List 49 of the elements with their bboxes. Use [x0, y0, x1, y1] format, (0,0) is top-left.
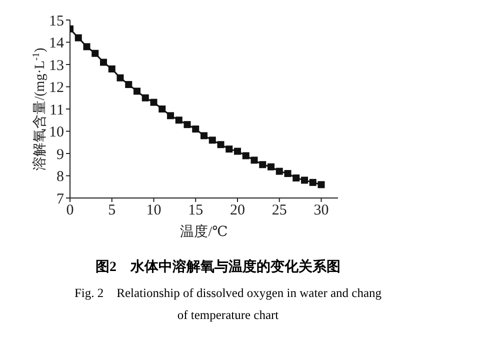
- point: [217, 141, 224, 148]
- y-tick-label: 13: [49, 58, 64, 74]
- point: [83, 43, 90, 50]
- point: [309, 178, 316, 186]
- point: [250, 156, 258, 164]
- point: [234, 148, 241, 155]
- point: [276, 168, 283, 175]
- text: 图2 水体中溶解氧与温度的变化关系图: [94, 258, 342, 276]
- point: [116, 74, 124, 82]
- point: [125, 81, 132, 88]
- y-tick-label: 14: [49, 36, 64, 52]
- x-tick-label: 30: [314, 202, 329, 219]
- point: [158, 106, 166, 112]
- y-tick-label: 12: [49, 80, 64, 96]
- point: [92, 50, 99, 57]
- y-tick-label: 10: [49, 124, 64, 141]
- x-tick-label: 15: [188, 202, 204, 219]
- point: [284, 170, 292, 178]
- point: [200, 132, 208, 140]
- x-tick-label: 5: [108, 202, 116, 219]
- point: [100, 58, 107, 66]
- y-tick-label: 15: [49, 13, 64, 30]
- text: Fig. 2 Relationship of dissolved oxygen in water and chang of temperature chart: [73, 285, 383, 324]
- x-tick-label: 20: [230, 202, 245, 219]
- point: [108, 65, 116, 72]
- x-tick-label: 10: [146, 202, 162, 219]
- point: [226, 146, 233, 153]
- point: [292, 174, 300, 182]
- point: [184, 121, 191, 128]
- x-tick-label: 25: [272, 202, 287, 219]
- point: [192, 126, 200, 133]
- point: [268, 163, 274, 170]
- point: [301, 176, 308, 184]
- point: [242, 152, 250, 160]
- point: [259, 161, 266, 168]
- x-axis-title: 温度/℃: [180, 224, 228, 240]
- point: [318, 181, 325, 188]
- x-tick-label: 0: [66, 202, 74, 219]
- point: [134, 88, 140, 95]
- y-tick-label: 9: [56, 146, 64, 163]
- point: [150, 98, 158, 106]
- y-tick-label: 11: [50, 102, 64, 118]
- point: [175, 116, 182, 124]
- point: [74, 34, 82, 42]
- point: [142, 94, 149, 102]
- point: [208, 136, 216, 144]
- y-tick-label: 7: [56, 191, 64, 208]
- point: [167, 112, 174, 120]
- y-tick-label: 8: [56, 169, 64, 186]
